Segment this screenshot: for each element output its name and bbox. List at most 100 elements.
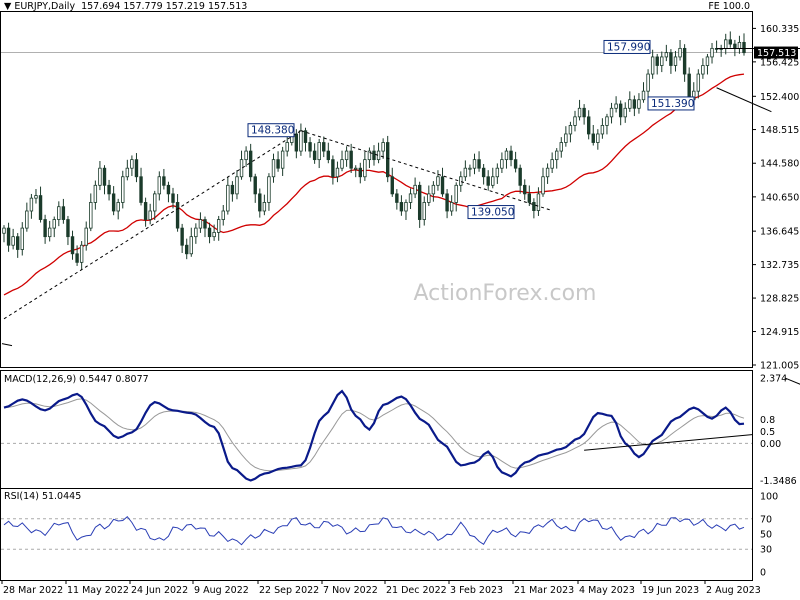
candle-body xyxy=(518,167,522,186)
candle-body xyxy=(632,99,637,109)
rsi-title: RSI(14) 51.0445 xyxy=(4,491,81,502)
fe-label: FE 100.0 xyxy=(708,1,750,12)
macd-support-line xyxy=(584,434,753,451)
candle-body xyxy=(408,193,413,203)
candle-body xyxy=(349,150,353,169)
candle-body xyxy=(303,130,308,143)
annotation-box xyxy=(603,39,651,54)
macd-title: MACD(12,26,9) 0.5447 0.8077 xyxy=(4,374,149,385)
candle-body xyxy=(29,197,34,212)
price-axis: 160.335 156.425 152.400 148.515 144.580 140.6… xyxy=(752,24,799,372)
candle-body xyxy=(340,159,344,169)
rsi-tick-label: 0 xyxy=(760,568,766,579)
stub-line xyxy=(1,343,13,347)
candle-body xyxy=(669,52,673,66)
candle-body xyxy=(363,159,367,178)
candle-body xyxy=(427,193,431,203)
candle-body xyxy=(541,176,545,195)
candle-body xyxy=(280,150,285,169)
candle-body xyxy=(162,176,166,186)
candle-body xyxy=(175,202,180,229)
candle-body xyxy=(491,176,495,186)
candle-body xyxy=(459,176,463,186)
candle-body xyxy=(285,142,289,152)
pattern-line xyxy=(716,87,772,113)
candle-body xyxy=(509,150,513,161)
candle-body xyxy=(70,236,75,255)
candle-body xyxy=(372,150,376,161)
candle-body xyxy=(143,202,148,220)
candle-body xyxy=(605,116,609,126)
candle-body xyxy=(47,227,52,238)
candle-body xyxy=(399,202,404,212)
candle-body xyxy=(513,159,518,169)
candle-body xyxy=(445,193,449,212)
candle-body xyxy=(107,184,111,195)
macd-tick-label: 2.374 xyxy=(760,374,787,385)
candle-body xyxy=(440,176,445,195)
candle-body xyxy=(43,219,47,238)
macd-value-label: 0.5 xyxy=(760,427,775,438)
candle-body xyxy=(413,184,417,195)
price-tick-label: 132.735 xyxy=(760,260,799,271)
rsi-axis: 100 70 50 30 0 xyxy=(760,492,778,579)
candle-body xyxy=(262,202,267,212)
price-panel-frame xyxy=(0,11,753,368)
candle-body xyxy=(331,159,335,178)
current-price-tag xyxy=(754,46,798,59)
price-tick-label: 152.400 xyxy=(760,92,799,103)
candle-body xyxy=(335,167,340,178)
macd-layer xyxy=(1,377,800,482)
candle-body xyxy=(724,39,728,49)
candle-body xyxy=(185,244,189,255)
x-tick-label: 4 May 2023 xyxy=(579,585,635,596)
price-tick-label: 156.425 xyxy=(760,57,799,68)
candle-body xyxy=(248,150,253,178)
candle-body xyxy=(367,150,372,161)
candle-body xyxy=(600,125,605,135)
candle-body xyxy=(121,176,125,203)
candle-body xyxy=(646,73,650,92)
x-tick-label: 9 Aug 2022 xyxy=(194,585,249,596)
price-tick-label: 128.825 xyxy=(760,294,799,305)
candle-body xyxy=(6,227,11,246)
candle-body xyxy=(25,210,29,229)
candle-body xyxy=(98,167,102,186)
candle-body xyxy=(591,133,595,143)
macd-tick-label: 0.00 xyxy=(760,439,781,450)
candle-body xyxy=(258,193,262,212)
candle-body xyxy=(449,202,454,212)
candle-body xyxy=(226,184,230,212)
candle-body xyxy=(481,167,486,178)
candle-body xyxy=(614,103,618,109)
candle-body xyxy=(166,184,171,195)
ohlc-readout: 157.694 157.779 157.219 157.513 xyxy=(81,1,247,12)
candle-body xyxy=(312,150,317,161)
candle-body xyxy=(203,219,207,229)
candle-body xyxy=(16,236,20,250)
candle-body xyxy=(710,47,714,58)
candle-body xyxy=(431,184,436,195)
uptrend-dashed-line xyxy=(3,130,302,320)
moving-average-line xyxy=(3,73,745,296)
candle-body xyxy=(93,184,98,203)
rsi-tick-label: 70 xyxy=(760,514,772,525)
candle-body xyxy=(422,202,426,220)
candle-body xyxy=(134,159,139,178)
candle-body xyxy=(559,142,563,152)
candle-body xyxy=(230,184,235,195)
candle-body xyxy=(267,176,271,203)
rsi-tick-label: 30 xyxy=(760,545,772,556)
candle-body xyxy=(38,195,43,220)
candle-body xyxy=(34,195,38,199)
price-tick-label: 148.515 xyxy=(760,125,799,136)
candle-body xyxy=(253,176,257,195)
current-price-label: 157.513 xyxy=(757,48,796,59)
macd-axis: 2.374 0.00 -1.3486 0.80.5 xyxy=(760,374,797,487)
price-tick-label: 124.915 xyxy=(760,327,799,338)
candle-body xyxy=(545,167,550,178)
candle-body xyxy=(555,150,559,161)
candle-body xyxy=(171,193,175,203)
x-tick-label: 21 Dec 2022 xyxy=(386,585,447,596)
annotation-box xyxy=(467,205,515,220)
